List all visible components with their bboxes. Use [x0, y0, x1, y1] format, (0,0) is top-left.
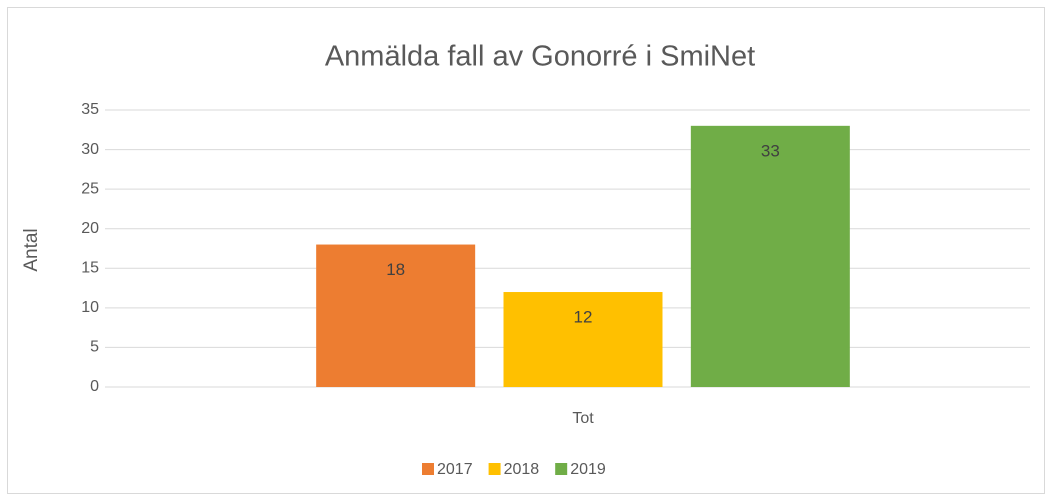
legend-swatch	[422, 463, 434, 475]
y-tick-label: 10	[81, 299, 99, 316]
data-label: 33	[761, 141, 780, 160]
legend-label: 2018	[504, 461, 540, 478]
y-tick-label: 35	[81, 101, 99, 118]
y-tick-label: 20	[81, 220, 99, 237]
bar	[690, 125, 850, 387]
y-axis-title: Antal	[21, 228, 42, 271]
chart-title: Anmälda fall av Gonorré i SmiNet	[325, 41, 755, 73]
y-tick-label: 15	[81, 260, 99, 277]
y-tick-label: 0	[90, 378, 99, 395]
bar	[316, 244, 476, 387]
y-tick-label: 5	[90, 339, 99, 356]
x-tick-label: Tot	[572, 410, 594, 427]
bar	[503, 292, 663, 387]
data-label: 12	[574, 308, 593, 327]
y-tick-label: 25	[81, 180, 99, 197]
legend-swatch	[555, 463, 568, 475]
data-label: 18	[386, 260, 405, 279]
legend-label: 2019	[570, 461, 606, 478]
y-tick-label: 30	[81, 141, 99, 158]
chart-border	[7, 7, 1045, 494]
legend-label: 2017	[437, 461, 473, 478]
legend-swatch	[488, 463, 501, 475]
